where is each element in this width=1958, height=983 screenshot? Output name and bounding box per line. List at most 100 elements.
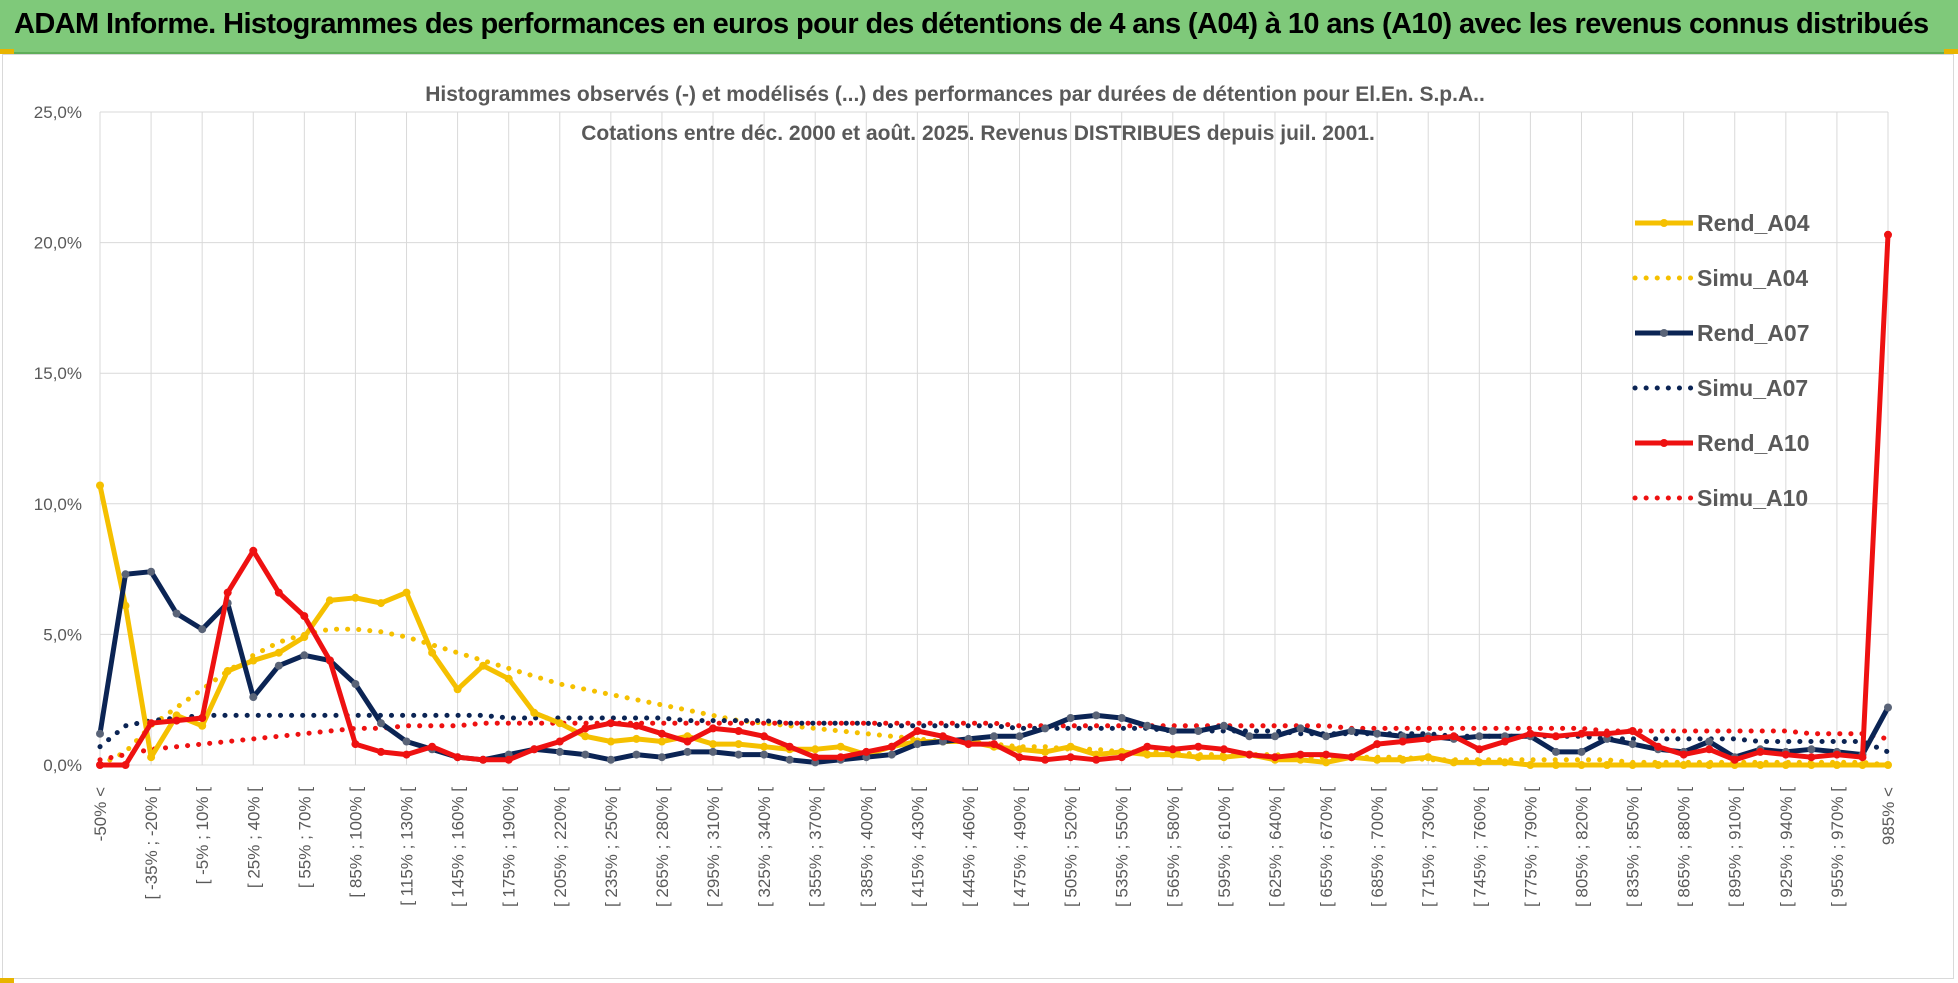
x-tick-label: [ 715% ; 730% [: [1419, 787, 1438, 907]
data-point-rend_a10: [581, 724, 590, 733]
data-point-rend_a10: [1041, 755, 1050, 764]
data-point-rend_a04: [1194, 753, 1203, 762]
y-axis: 0,0% 5,0% 10,0% 15,0% 20,0% 25,0%: [34, 103, 82, 775]
data-point-rend_a10: [1092, 755, 1101, 764]
data-point-rend_a04: [147, 753, 156, 762]
data-point-rend_a10: [1730, 755, 1739, 764]
data-point-rend_a07: [581, 750, 590, 759]
data-point-rend_a04: [581, 732, 590, 741]
data-point-rend_a10: [1551, 732, 1560, 741]
y-tick-label: 15,0%: [34, 364, 82, 383]
series-line-simu_a07: [97, 712, 1891, 755]
legend-label-rend_a10: Rend_A10: [1697, 430, 1809, 456]
x-tick-label: [ 475% ; 490% [: [1011, 787, 1030, 907]
x-tick-label: [ 145% ; 160% [: [449, 787, 468, 907]
data-point-rend_a07: [377, 719, 385, 728]
data-point-rend_a07: [1628, 740, 1637, 749]
data-point-rend_a07: [913, 740, 922, 749]
data-point-rend_a07: [1219, 721, 1228, 730]
data-point-rend_a10: [121, 761, 130, 769]
x-tick-label: [ -5% ; 10% [: [193, 787, 212, 885]
data-point-rend_a04: [1654, 761, 1663, 769]
data-point-rend_a10: [606, 719, 615, 728]
data-point-rend_a10: [862, 747, 871, 756]
data-point-rend_a07: [1884, 703, 1892, 712]
data-point-rend_a10: [1807, 753, 1816, 762]
data-point-rend_a04: [1449, 758, 1458, 767]
data-point-rend_a04: [1015, 745, 1024, 754]
x-axis: -50% < [ -35% ; -20% [[ -5% ; 10% [[ 25% …: [91, 787, 1898, 907]
data-point-rend_a07: [1066, 714, 1075, 722]
x-tick-label: [ 175% ; 190% [: [500, 787, 519, 907]
data-point-rend_a07: [1296, 724, 1305, 733]
y-tick-label: 20,0%: [34, 234, 82, 253]
corner-mark-top-right: [1944, 49, 1958, 54]
data-point-rend_a10: [1398, 737, 1407, 746]
data-point-rend_a04: [479, 661, 488, 670]
x-tick-label: [ 595% ; 610% [: [1215, 787, 1234, 907]
data-point-rend_a04: [657, 737, 666, 746]
legend-marker-rend_a07: [1660, 329, 1668, 337]
x-tick-label: [ 625% ; 640% [: [1266, 787, 1285, 907]
data-point-rend_a04: [555, 719, 564, 728]
data-point-rend_a10: [351, 740, 360, 749]
data-point-rend_a07: [657, 753, 666, 762]
legend-label-rend_a07: Rend_A07: [1697, 320, 1809, 346]
x-tick-label: [ 415% ; 430% [: [908, 787, 927, 907]
data-point-rend_a04: [1066, 742, 1075, 751]
grid: [99, 111, 1889, 766]
data-point-rend_a10: [1884, 230, 1892, 239]
data-point-rend_a04: [96, 481, 104, 490]
data-point-rend_a07: [172, 609, 181, 618]
data-point-rend_a07: [1551, 747, 1560, 756]
data-point-rend_a10: [632, 721, 641, 730]
data-point-rend_a10: [1143, 742, 1152, 751]
data-point-rend_a10: [1015, 753, 1024, 762]
data-point-rend_a04: [223, 667, 232, 675]
x-tick-label: [ 445% ; 460% [: [959, 787, 978, 907]
data-point-rend_a07: [1705, 737, 1714, 746]
data-point-rend_a07: [606, 755, 615, 764]
x-tick-label: [ 235% ; 250% [: [602, 787, 621, 907]
data-point-rend_a04: [351, 593, 360, 602]
legend-label-simu_a10: Simu_A10: [1697, 485, 1808, 511]
data-point-rend_a04: [377, 599, 385, 608]
data-point-rend_a04: [1884, 761, 1892, 769]
data-point-rend_a10: [1117, 753, 1126, 762]
data-point-rend_a04: [1628, 761, 1637, 769]
data-point-rend_a07: [734, 750, 743, 759]
data-point-rend_a04: [1551, 761, 1560, 769]
data-point-rend_a10: [1679, 750, 1688, 759]
data-point-rend_a07: [1322, 732, 1331, 741]
x-tick-label: [ 505% ; 520% [: [1062, 787, 1081, 907]
data-point-rend_a07: [683, 747, 692, 756]
x-tick-label: [ 355% ; 370% [: [806, 787, 825, 907]
data-point-rend_a10: [1500, 737, 1509, 746]
x-tick-label: [ 835% ; 850% [: [1624, 787, 1643, 907]
data-point-rend_a10: [1347, 753, 1356, 762]
data-point-rend_a10: [1296, 750, 1305, 759]
series-plot-area: [96, 230, 1892, 769]
data-point-rend_a07: [121, 570, 130, 579]
x-tick-label: [ 55% ; 70% [: [295, 787, 314, 888]
data-point-rend_a10: [990, 740, 998, 749]
data-point-rend_a04: [836, 742, 845, 751]
data-point-rend_a10: [760, 732, 769, 741]
report-banner: ADAM Informe. Histogrammes des performan…: [0, 0, 1958, 54]
series-line-rend_a04: [97, 484, 1888, 768]
data-point-rend_a10: [223, 588, 232, 597]
data-point-rend_a10: [1194, 742, 1203, 751]
data-point-rend_a07: [1194, 727, 1203, 735]
legend-label-simu_a04: Simu_A04: [1697, 265, 1808, 291]
data-point-rend_a07: [1015, 732, 1024, 741]
data-point-rend_a10: [785, 742, 794, 751]
data-point-rend_a10: [555, 737, 564, 746]
data-point-rend_a10: [1271, 753, 1279, 762]
data-point-rend_a07: [1143, 721, 1152, 730]
data-point-rend_a10: [1858, 753, 1867, 762]
x-tick-label: [ 325% ; 340% [: [755, 787, 774, 907]
chart-title: Histogrammes observés (-) et modélisés (…: [425, 83, 1485, 106]
data-point-rend_a04: [325, 596, 334, 605]
x-tick-label: [ 25% ; 40% [: [244, 787, 263, 888]
data-point-rend_a04: [249, 656, 258, 665]
